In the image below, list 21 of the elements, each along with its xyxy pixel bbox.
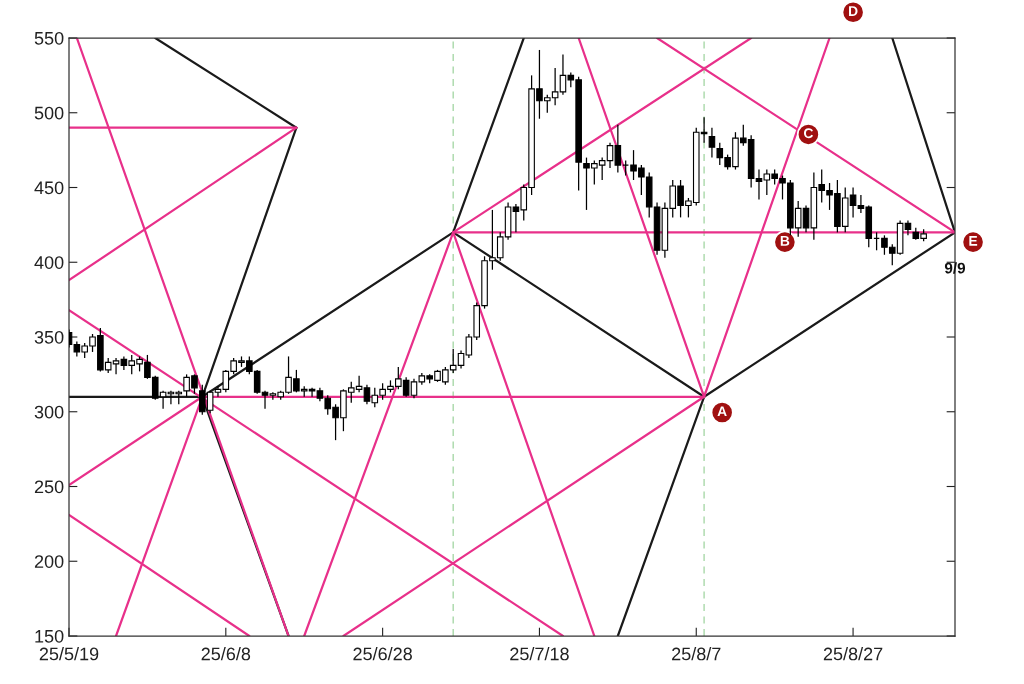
annotation: 9/9: [944, 262, 966, 274]
x-tick-label: 25/7/18: [510, 647, 569, 661]
y-tick-label: 200: [34, 555, 64, 568]
y-tick-label: 500: [34, 106, 64, 120]
y-tick-label: 250: [34, 480, 64, 494]
annotation: A: [717, 406, 727, 417]
y-tick-label: 150: [35, 629, 64, 643]
text: D: [849, 6, 858, 16]
y-tick-label: 350: [34, 330, 64, 344]
y-tick-label: 400: [34, 256, 64, 269]
y-tick-label: 450: [34, 181, 64, 195]
y-tick-label: 550: [34, 31, 64, 45]
x-tick-label: 25/8/7: [672, 647, 721, 661]
annotation: B: [780, 236, 790, 246]
x-tick-label: 25/6/8: [201, 647, 251, 661]
y-tick-label: 300: [34, 405, 64, 419]
x-tick-label: 25/6/28: [353, 647, 412, 661]
x-tick-label: 25/8/27: [823, 647, 883, 661]
annotation: C: [803, 128, 814, 139]
x-tick-label: 25/5/19: [39, 647, 99, 661]
annotation: E: [969, 236, 978, 246]
